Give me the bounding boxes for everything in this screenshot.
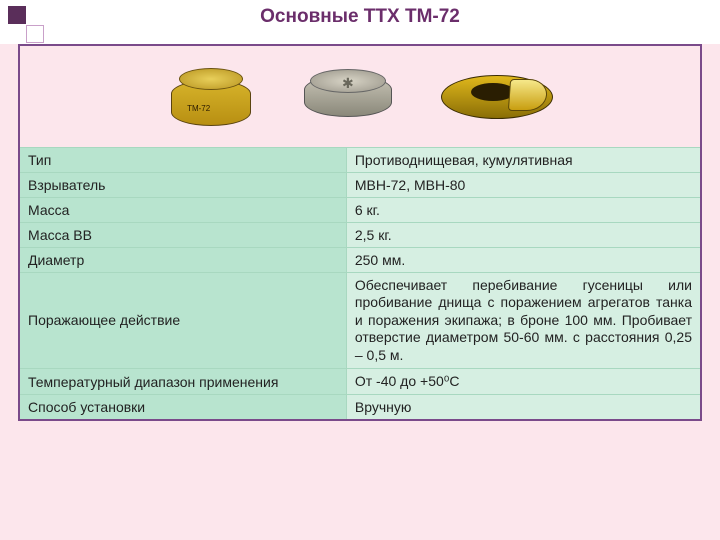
table-row: Диаметр250 мм. (19, 247, 701, 272)
param-cell: Взрыватель (19, 172, 346, 197)
value-cell: 2,5 кг. (346, 222, 701, 247)
spec-table: ТМ-72 ✱ ТипПротиводнищевая, кумулятивная… (18, 44, 702, 421)
table-row: ТипПротиводнищевая, кумулятивная (19, 147, 701, 172)
mine-grey-icon: ✱ (298, 65, 398, 127)
slide: Основные ТТХ ТМ-72 ТМ-72 ✱ (0, 0, 720, 540)
param-cell: Масса ВВ (19, 222, 346, 247)
param-cell: Поражающее действие (19, 272, 346, 369)
content-area: ТМ-72 ✱ ТипПротиводнищевая, кумулятивная… (18, 44, 702, 421)
param-cell: Диаметр (19, 247, 346, 272)
value-cell: МВН-72, МВН-80 (346, 172, 701, 197)
table-row: Температурный диапазон примененияОт -40 … (19, 369, 701, 395)
value-cell: Вручную (346, 395, 701, 421)
value-cell: 250 мм. (346, 247, 701, 272)
table-row: Масса6 кг. (19, 197, 701, 222)
mine-cutaway-icon (437, 63, 557, 129)
mine1-label: ТМ-72 (187, 104, 210, 113)
slide-title: Основные ТТХ ТМ-72 (0, 6, 720, 28)
value-cell: Противоднищевая, кумулятивная (346, 147, 701, 172)
param-cell: Способ установки (19, 395, 346, 421)
param-cell: Масса (19, 197, 346, 222)
table-row: Поражающее действиеОбеспечивает перебива… (19, 272, 701, 369)
value-cell: 6 кг. (346, 197, 701, 222)
value-cell: От -40 до +50⁰С (346, 369, 701, 395)
table-row: Масса ВВ2,5 кг. (19, 222, 701, 247)
param-cell: Температурный диапазон применения (19, 369, 346, 395)
table-row: Способ установкиВручную (19, 395, 701, 421)
value-cell: Обеспечивает перебивание гусеницы или пр… (346, 272, 701, 369)
mine-yellow-icon: ТМ-72 (163, 58, 259, 134)
image-row: ТМ-72 ✱ (19, 45, 701, 147)
table-row: ВзрывательМВН-72, МВН-80 (19, 172, 701, 197)
param-cell: Тип (19, 147, 346, 172)
image-cell: ТМ-72 ✱ (19, 45, 701, 147)
